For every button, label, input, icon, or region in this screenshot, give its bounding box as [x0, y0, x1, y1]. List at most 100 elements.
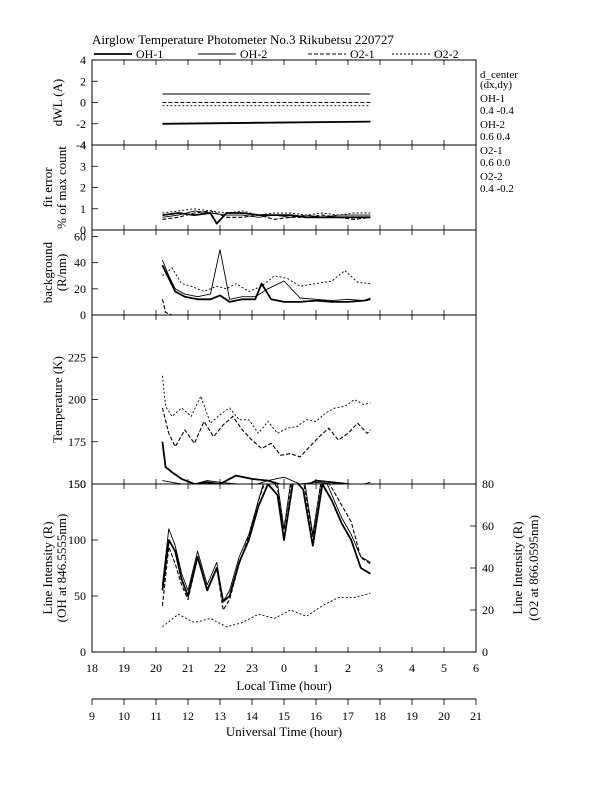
side-info-name-o2-1: O2-1 — [480, 145, 503, 157]
panel-frame — [91, 314, 477, 485]
series-o2-2 — [161, 375, 371, 434]
side-info-values-oh-2: 0.6 0.4 — [480, 131, 511, 143]
series-oh-1 — [161, 264, 371, 303]
y-tick-label: 225 — [68, 350, 86, 364]
ut-tick-label: 14 — [246, 709, 258, 723]
local-time-axis-label: Local Time (hour) — [236, 678, 331, 693]
y-tick-label: 60 — [74, 230, 86, 244]
y2-tick-label: 80 — [482, 477, 494, 491]
ut-tick-label: 10 — [118, 709, 130, 723]
y-tick-label: 2 — [80, 181, 86, 195]
series-oh-1 — [161, 441, 351, 484]
local-time-tick-label: 23 — [246, 661, 258, 675]
y-tick-label: 0 — [80, 96, 86, 110]
local-time-tick-label: 21 — [182, 661, 194, 675]
y-tick-label: 50 — [74, 589, 86, 603]
series-group — [161, 375, 371, 484]
side-info-values-o2-1: 0.6 0.0 — [480, 157, 511, 169]
series-oh-1 — [161, 484, 371, 603]
side-info-name-oh-1: OH-1 — [480, 93, 505, 105]
local-time-tick-label: 18 — [86, 661, 98, 675]
series-group — [161, 249, 371, 315]
legend: OH-1 OH-2 O2-1 O2-2 — [94, 47, 459, 61]
series-o2-1 — [162, 210, 371, 220]
series-oh-1 — [162, 212, 371, 225]
legend-label-oh-1: OH-1 — [136, 47, 163, 61]
side-info-values-o2-2: 0.4 -0.2 — [480, 183, 514, 195]
ut-axis-label: Universal Time (hour) — [226, 724, 342, 739]
y-axis-sublabel: (OH at 846.5555nm) — [54, 514, 69, 623]
ut-tick-label: 15 — [278, 709, 290, 723]
panel-5: 150 100 50 0 Line Intensity (R) (OH at 846.55… — [40, 477, 541, 659]
local-time-tick-label: 22 — [214, 661, 226, 675]
side-info-name-o2-2: O2-2 — [480, 171, 503, 183]
local-time-tick-label: 3 — [377, 661, 383, 675]
local-time-tick-label: 20 — [150, 661, 162, 675]
ut-tick-label: 13 — [214, 709, 226, 723]
y-tick-label: 3 — [80, 159, 86, 173]
ut-tick-label: 12 — [182, 709, 194, 723]
y2-tick-label: 20 — [482, 603, 494, 617]
ut-tick-label: 9 — [89, 709, 95, 723]
ut-tick-label: 16 — [310, 709, 322, 723]
panel-2: 4 3 2 1 0 fit error% of max count — [40, 138, 477, 237]
series-o2-1 — [161, 484, 371, 611]
y-tick-label: 40 — [74, 256, 86, 270]
side-info: d_center(dx,dy) OH-10.4 -0.4 OH-20.6 0.4 O2… — [480, 69, 518, 195]
series-o2-1 — [161, 407, 371, 458]
series-oh-2 — [161, 249, 371, 302]
series-group — [162, 93, 371, 125]
series-oh-1 — [162, 120, 371, 125]
local-time-tick-label: 1 — [313, 661, 319, 675]
series-oh-2 — [162, 210, 371, 218]
local-time-tick-label: 0 — [281, 661, 287, 675]
ut-tick-label: 19 — [406, 709, 418, 723]
local-time-tick-label: 4 — [409, 661, 415, 675]
y2-tick-label: 0 — [482, 645, 488, 659]
series-group — [161, 484, 371, 628]
y-tick-label: 2 — [80, 74, 86, 88]
panel-4: 225 200 175 150 Temperature (K) — [50, 314, 477, 491]
y2-tick-label: 60 — [482, 519, 494, 533]
legend-label-oh-2: OH-2 — [240, 47, 267, 61]
series-o2-2 — [162, 592, 371, 628]
panel-1: 4 2 0 -2 -4 dWL (A) — [50, 53, 477, 152]
y2-tick-label: 40 — [482, 561, 494, 575]
series-oh-2 — [162, 476, 371, 484]
y-tick-label: 0 — [80, 308, 86, 322]
y-tick-label: 1 — [80, 202, 86, 216]
panel-3: 60 40 20 0 background (R/nm) — [40, 229, 477, 322]
side-info-values-oh-1: 0.4 -0.4 — [480, 105, 514, 117]
y-tick-label: 150 — [68, 477, 86, 491]
ut-tick-label: 21 — [470, 709, 482, 723]
side-info-name-oh-2: OH-2 — [480, 119, 505, 131]
ut-tick-label: 11 — [150, 709, 162, 723]
local-time-tick-label: 19 — [118, 661, 130, 675]
y-axis-label: background — [40, 241, 55, 303]
series-group — [162, 208, 371, 225]
y-tick-label: 20 — [74, 282, 86, 296]
y-axis-label: Line Intensity (R) — [40, 521, 55, 614]
y-tick-label: 200 — [68, 393, 86, 407]
y-tick-label: 4 — [80, 138, 86, 152]
y-tick-label: -4 — [76, 138, 86, 152]
ut-tick-label: 17 — [342, 709, 354, 723]
y2-axis-sublabel: (O2 at 866.0595nm) — [526, 515, 541, 621]
figure-title: Airglow Temperature Photometer No.3 Riku… — [92, 32, 394, 47]
y-axis-label: Temperature (K) — [50, 356, 65, 443]
legend-label-o2-1: O2-1 — [350, 47, 375, 61]
series-oh-2 — [161, 484, 371, 603]
y-tick-label: 0 — [80, 645, 86, 659]
series-o2-2 — [162, 267, 371, 292]
panel-frame — [91, 483, 477, 653]
y-tick-label: 0 — [80, 223, 86, 237]
y-tick-label: 4 — [80, 53, 86, 67]
y-tick-label: 100 — [68, 533, 86, 547]
local-time-tick-label: 5 — [441, 661, 447, 675]
y-tick-label: 150 — [68, 477, 86, 491]
side-info-header: d_center — [480, 69, 518, 81]
y-axis-label: fit error — [40, 167, 55, 208]
